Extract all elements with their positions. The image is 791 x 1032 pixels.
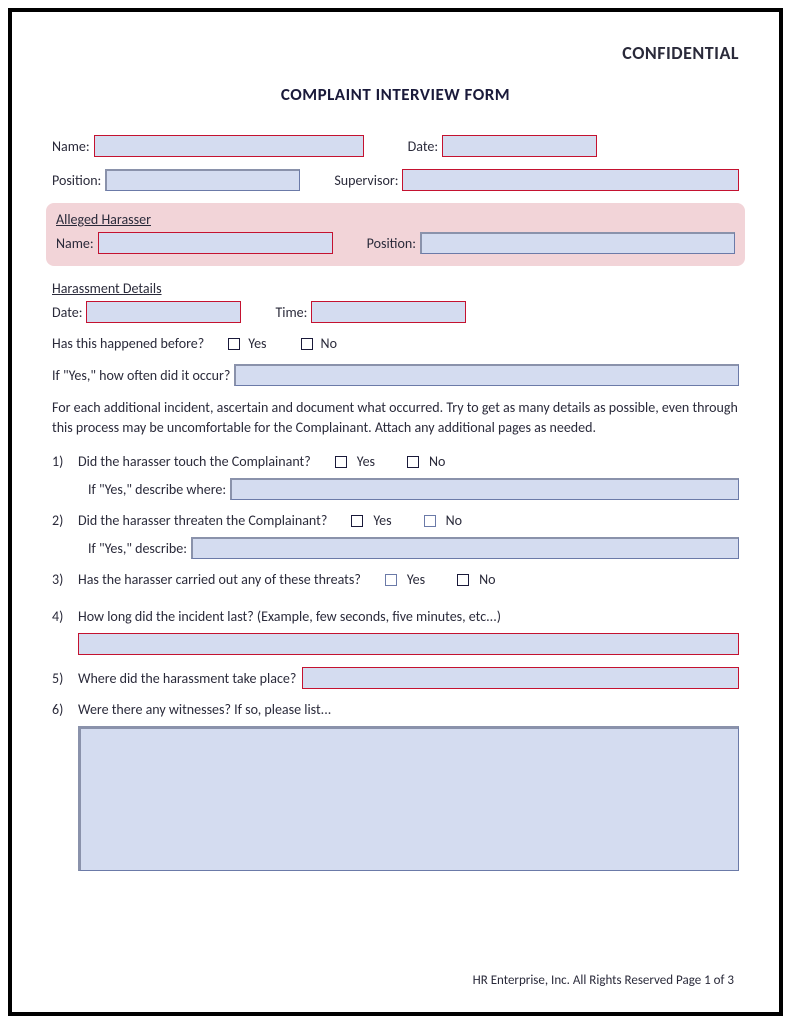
q1-no-label: No <box>429 453 445 470</box>
name-input[interactable] <box>94 135 364 157</box>
details-time-label: Time: <box>275 304 307 321</box>
harasser-position-input[interactable] <box>420 232 735 254</box>
supervisor-label: Supervisor: <box>334 172 398 189</box>
happened-no-checkbox[interactable] <box>301 338 313 350</box>
q2-num: 2) <box>52 512 72 529</box>
footer-text: HR Enterprise, Inc. All Rights Reserved … <box>473 973 734 988</box>
q1-text: Did the harasser touch the Complainant? <box>78 453 311 470</box>
q1-num: 1) <box>52 453 72 470</box>
details-date-input[interactable] <box>86 301 241 323</box>
q3-yes-checkbox[interactable] <box>385 574 397 586</box>
q2-sub-row: If "Yes," describe: <box>88 537 739 559</box>
q4-input-row <box>78 633 739 655</box>
date-label: Date: <box>408 138 438 155</box>
form-page: CONFIDENTIAL COMPLAINT INTERVIEW FORM Na… <box>8 8 783 1016</box>
harasser-row: Name: Position: <box>56 232 735 254</box>
how-often-label: If "Yes," how often did it occur? <box>52 367 230 384</box>
harasser-name-input[interactable] <box>98 232 333 254</box>
date-input[interactable] <box>442 135 597 157</box>
q1-no-checkbox[interactable] <box>407 456 419 468</box>
details-time-input[interactable] <box>311 301 466 323</box>
q5-input[interactable] <box>302 667 739 689</box>
q3-text: Has the harasser carried out any of thes… <box>78 571 361 588</box>
q2-sub-label: If "Yes," describe: <box>88 540 187 557</box>
happened-before-label: Has this happened before? <box>52 335 204 352</box>
details-date-label: Date: <box>52 304 82 321</box>
q1-sub-row: If "Yes," describe where: <box>88 478 739 500</box>
supervisor-input[interactable] <box>402 169 739 191</box>
q2-yes-checkbox[interactable] <box>351 515 363 527</box>
q2-sub-input[interactable] <box>191 537 739 559</box>
q5-num: 5) <box>52 670 72 687</box>
confidential-label: CONFIDENTIAL <box>52 42 739 64</box>
q4-text: How long did the incident last? (Example… <box>78 608 501 625</box>
harasser-heading: Alleged Harasser <box>56 211 735 228</box>
q6-text: Were there any witnesses? If so, please … <box>78 701 331 718</box>
q6-row: 6) Were there any witnesses? If so, plea… <box>52 701 739 718</box>
q5-text: Where did the harassment take place? <box>78 670 296 687</box>
q6-num: 6) <box>52 701 72 718</box>
q4-num: 4) <box>52 608 72 625</box>
happened-before-row: Has this happened before? Yes No <box>52 335 739 352</box>
harasser-position-label: Position: <box>367 235 416 252</box>
q3-num: 3) <box>52 571 72 588</box>
harasser-section: Alleged Harasser Name: Position: <box>46 203 745 266</box>
q2-text: Did the harasser threaten the Complainan… <box>78 512 327 529</box>
happened-no-label: No <box>321 335 337 352</box>
q1-yes-label: Yes <box>357 453 375 470</box>
name-date-row: Name: Date: <box>52 135 739 157</box>
happened-yes-checkbox[interactable] <box>228 338 240 350</box>
q1-sub-input[interactable] <box>230 478 739 500</box>
q5-row: 5) Where did the harassment take place? <box>52 667 739 689</box>
position-input[interactable] <box>105 169 300 191</box>
page-title: COMPLAINT INTERVIEW FORM <box>52 84 739 105</box>
instructions-paragraph: For each additional incident, ascertain … <box>52 398 739 437</box>
happened-yes-label: Yes <box>248 335 266 352</box>
q3-no-checkbox[interactable] <box>457 574 469 586</box>
q4-input[interactable] <box>78 633 739 655</box>
q6-textarea[interactable] <box>78 726 739 871</box>
q4-row: 4) How long did the incident last? (Exam… <box>52 608 739 625</box>
q2-no-label: No <box>446 512 462 529</box>
q1-yes-checkbox[interactable] <box>335 456 347 468</box>
q1-row: 1) Did the harasser touch the Complainan… <box>52 453 739 470</box>
q3-no-label: No <box>479 571 495 588</box>
q2-row: 2) Did the harasser threaten the Complai… <box>52 512 739 529</box>
details-datetime-row: Date: Time: <box>52 301 739 323</box>
q2-yes-label: Yes <box>373 512 391 529</box>
q3-row: 3) Has the harasser carried out any of t… <box>52 571 739 588</box>
position-label: Position: <box>52 172 101 189</box>
name-label: Name: <box>52 138 90 155</box>
q1-sub-label: If "Yes," describe where: <box>88 481 226 498</box>
how-often-row: If "Yes," how often did it occur? <box>52 364 739 386</box>
how-often-input[interactable] <box>234 364 739 386</box>
harasser-name-label: Name: <box>56 235 94 252</box>
position-supervisor-row: Position: Supervisor: <box>52 169 739 191</box>
details-heading: Harassment Details <box>52 280 739 297</box>
q3-yes-label: Yes <box>407 571 425 588</box>
q2-no-checkbox[interactable] <box>424 515 436 527</box>
